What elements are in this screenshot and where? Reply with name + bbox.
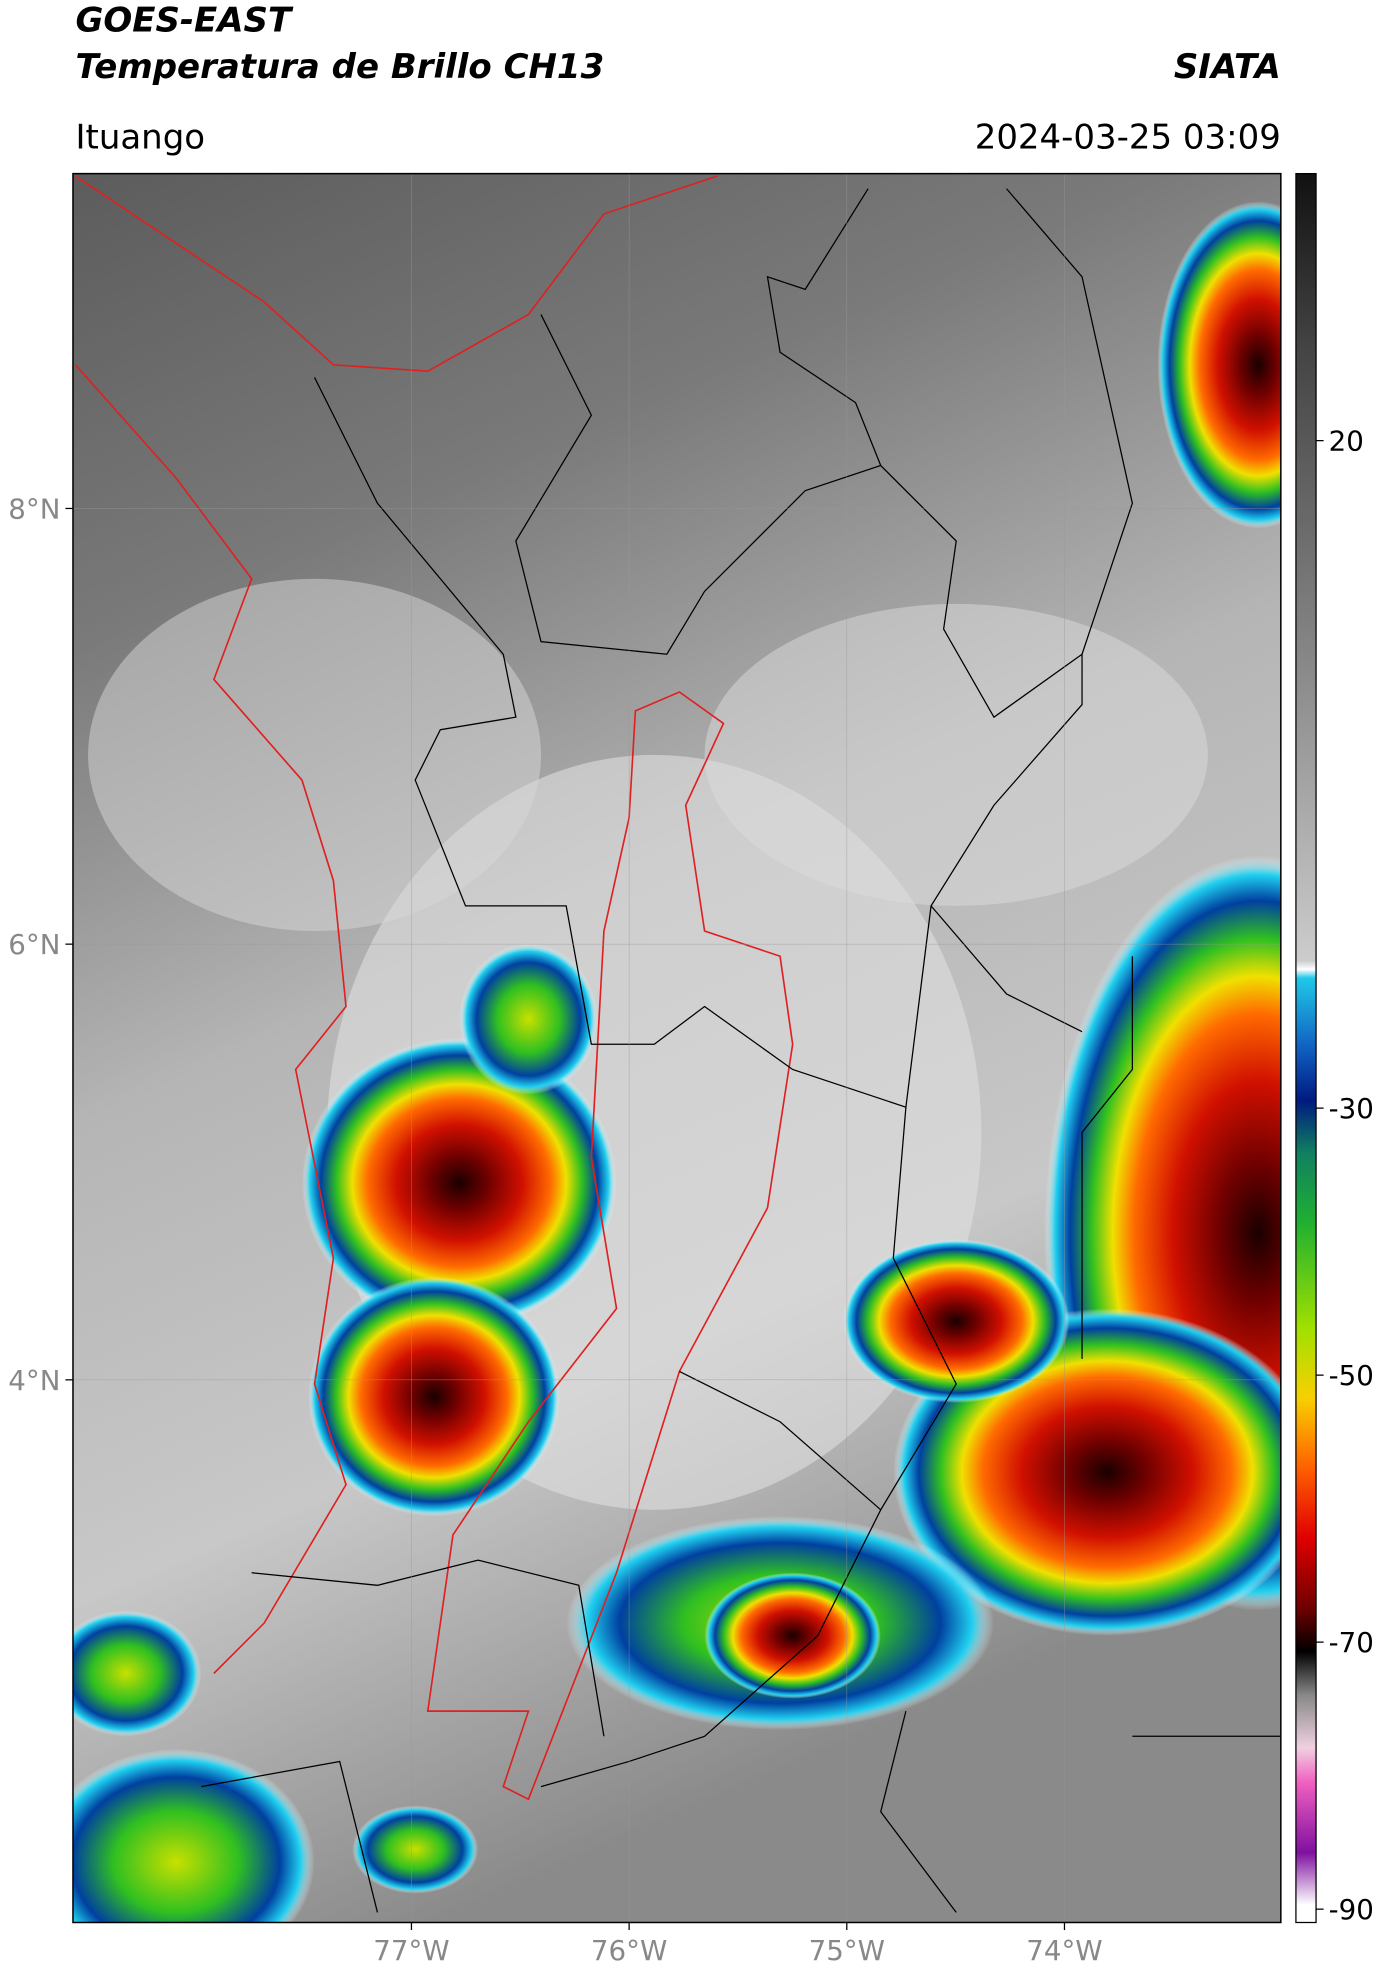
x-tick-label: 77°W: [373, 1934, 449, 1967]
storm-cell: [352, 1805, 479, 1894]
region-boundary: [426, 691, 794, 1801]
colorbar-tick-label: -50: [1329, 1359, 1374, 1392]
colorbar-tick-label: -90: [1329, 1893, 1374, 1926]
x-tick-label: 74°W: [1026, 1934, 1102, 1967]
map-frame: [72, 172, 1282, 1924]
datetime: 2024-03-25 03:09: [975, 117, 1281, 157]
storm-cell: [459, 943, 598, 1095]
y-tick-label: 6°N: [8, 928, 60, 961]
cloud-field: [88, 578, 542, 932]
cloud-field: [704, 603, 1208, 906]
x-tick-label: 75°W: [809, 1934, 885, 1967]
colorbar-tick-label: -70: [1329, 1626, 1374, 1659]
storm-cell: [72, 1610, 202, 1737]
storm-cell: [72, 1748, 315, 1923]
colorbar: [1295, 172, 1317, 1924]
colorbar-tick-label: -30: [1329, 1092, 1374, 1125]
x-tick-label: 76°W: [591, 1934, 667, 1967]
storm-cell: [301, 1037, 617, 1328]
storm-cell: [1157, 201, 1281, 529]
y-tick-label: 4°N: [8, 1364, 60, 1397]
colorbar-tick-label: 20: [1329, 425, 1364, 458]
title: GOES-EAST: [75, 0, 293, 40]
storm-cell: [308, 1277, 560, 1517]
subtitle: Temperatura de Brillo CH13: [75, 47, 604, 87]
region: Ituango: [75, 117, 205, 157]
storm-cell: [842, 1239, 1070, 1403]
map-image: [72, 173, 1281, 1923]
coastline: [74, 175, 718, 1674]
organization: SIATA: [1174, 47, 1281, 87]
storm-cell: [704, 1572, 881, 1699]
y-tick-label: 8°N: [8, 493, 60, 526]
graticule: [65, 173, 1281, 1931]
admin-boundaries: [201, 188, 1281, 1913]
